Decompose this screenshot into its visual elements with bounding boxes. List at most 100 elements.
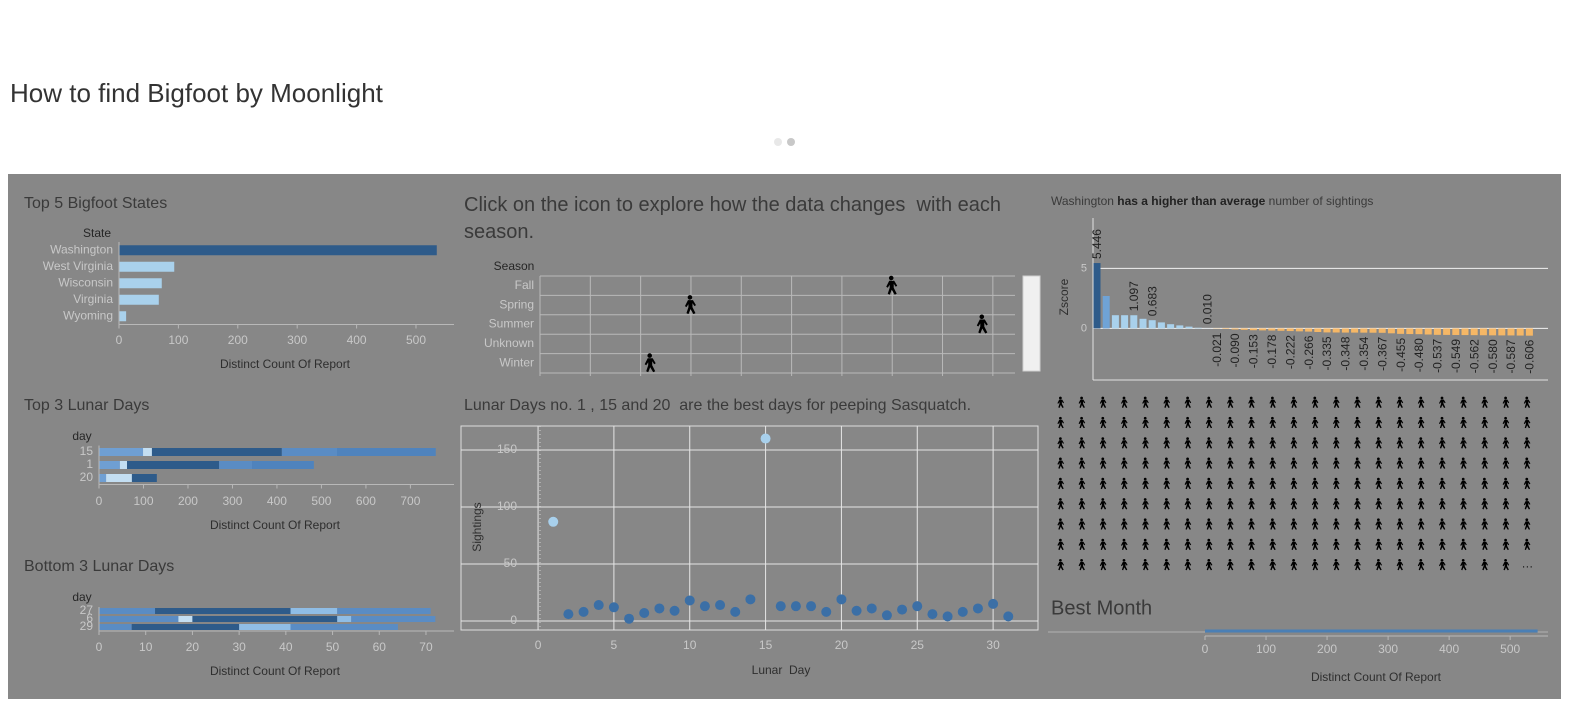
chart-title: Bottom 3 Lunar Days bbox=[24, 558, 174, 575]
bar bbox=[1130, 315, 1138, 329]
bar bbox=[1231, 328, 1239, 330]
x-tick-label: 500 bbox=[406, 333, 426, 347]
bar bbox=[1205, 629, 1538, 633]
bar-segment bbox=[99, 608, 156, 614]
bar bbox=[1397, 328, 1405, 334]
bar bbox=[1360, 328, 1368, 333]
point bbox=[942, 611, 953, 622]
x-tick-label: 70 bbox=[419, 640, 433, 654]
value-label: 1.097 bbox=[1127, 281, 1141, 311]
x-tick-label: 100 bbox=[168, 333, 188, 347]
value-label: -0.153 bbox=[1247, 334, 1261, 368]
x-tick-label: 0 bbox=[116, 333, 123, 347]
bar bbox=[1222, 328, 1230, 329]
bar-segment bbox=[99, 461, 120, 469]
bar bbox=[1249, 328, 1257, 331]
bar bbox=[1286, 328, 1294, 332]
bar bbox=[1443, 328, 1451, 335]
value-label: -0.021 bbox=[1210, 332, 1224, 366]
x-axis-label: Lunar Day bbox=[752, 663, 811, 677]
point bbox=[699, 601, 710, 612]
bar bbox=[1268, 328, 1276, 331]
bar bbox=[1121, 315, 1129, 329]
x-tick-label: 10 bbox=[139, 640, 153, 654]
x-axis-label: Distinct Count Of Report bbox=[210, 664, 341, 678]
bar bbox=[1295, 328, 1303, 332]
point bbox=[760, 433, 771, 444]
bar bbox=[1194, 327, 1202, 329]
bar bbox=[119, 278, 162, 289]
bar-segment bbox=[155, 608, 291, 614]
value-label: -0.606 bbox=[1523, 339, 1537, 373]
annotation-text: number of sightings bbox=[1265, 194, 1374, 208]
bar bbox=[119, 245, 437, 256]
category-label: Washington bbox=[50, 242, 113, 256]
bar bbox=[1433, 328, 1441, 335]
bar bbox=[1369, 328, 1377, 333]
point bbox=[578, 606, 589, 617]
bar bbox=[1167, 324, 1175, 329]
bar bbox=[1525, 328, 1533, 336]
x-tick-label: 5 bbox=[611, 638, 618, 652]
point bbox=[639, 608, 650, 619]
point bbox=[790, 601, 801, 612]
bar bbox=[119, 311, 127, 322]
point bbox=[730, 606, 741, 617]
season-slider[interactable] bbox=[1022, 275, 1041, 372]
bar bbox=[1470, 328, 1478, 336]
page-title: How to find Bigfoot by Moonlight bbox=[10, 78, 384, 108]
bar bbox=[1415, 328, 1423, 335]
point bbox=[654, 603, 665, 614]
point bbox=[836, 594, 847, 605]
bar bbox=[1093, 263, 1101, 329]
bar bbox=[1148, 320, 1156, 329]
x-tick-label: 400 bbox=[267, 494, 287, 508]
bar-segment bbox=[290, 624, 398, 630]
x-tick-label: 0 bbox=[535, 638, 542, 652]
chart-title: Lunar Days no. 1 , 15 and 20 are the bes… bbox=[464, 397, 971, 414]
annotation-emphasis: has a higher than average bbox=[1117, 194, 1266, 208]
category-label: 6 bbox=[86, 611, 93, 625]
category-label: Wisconsin bbox=[58, 275, 113, 289]
bar bbox=[1461, 328, 1469, 336]
bar bbox=[119, 261, 175, 272]
x-tick-label: 20 bbox=[835, 638, 849, 652]
value-label: -0.178 bbox=[1265, 334, 1279, 368]
bar bbox=[1507, 328, 1515, 336]
page-dot[interactable] bbox=[774, 138, 782, 146]
value-label: -0.222 bbox=[1283, 335, 1297, 369]
value-label: -0.480 bbox=[1412, 338, 1426, 372]
bar bbox=[1240, 328, 1248, 330]
page-dot[interactable] bbox=[787, 138, 795, 146]
x-tick-label: 500 bbox=[311, 494, 331, 508]
bar-segment bbox=[178, 616, 193, 622]
bar-segment bbox=[337, 616, 352, 622]
x-tick-label: 25 bbox=[911, 638, 925, 652]
value-label: -0.562 bbox=[1467, 339, 1481, 373]
x-tick-label: 15 bbox=[759, 638, 773, 652]
bar bbox=[1314, 328, 1322, 332]
category-label: 29 bbox=[80, 619, 94, 633]
value-label: -0.348 bbox=[1339, 336, 1353, 370]
value-label: -0.549 bbox=[1449, 339, 1463, 373]
x-tick-label: 30 bbox=[232, 640, 246, 654]
bar-segment bbox=[351, 616, 436, 622]
category-header: Season bbox=[494, 259, 535, 273]
x-tick-label: 0 bbox=[96, 640, 103, 654]
icon-overflow: … bbox=[1521, 557, 1533, 571]
point bbox=[866, 603, 877, 614]
x-tick-label: 30 bbox=[986, 638, 1000, 652]
category-label: 1 bbox=[86, 457, 93, 471]
x-tick-label: 300 bbox=[287, 333, 307, 347]
category-label: Winter bbox=[499, 355, 534, 369]
value-label: -0.335 bbox=[1320, 336, 1334, 370]
bar bbox=[1157, 322, 1165, 329]
point bbox=[548, 516, 559, 527]
x-tick-label: 700 bbox=[400, 494, 420, 508]
bar-segment bbox=[143, 448, 152, 456]
bar-segment bbox=[99, 616, 179, 622]
category-label: Wyoming bbox=[63, 308, 113, 322]
y-tick-label: 150 bbox=[497, 442, 517, 456]
value-label: 0.683 bbox=[1145, 286, 1159, 316]
